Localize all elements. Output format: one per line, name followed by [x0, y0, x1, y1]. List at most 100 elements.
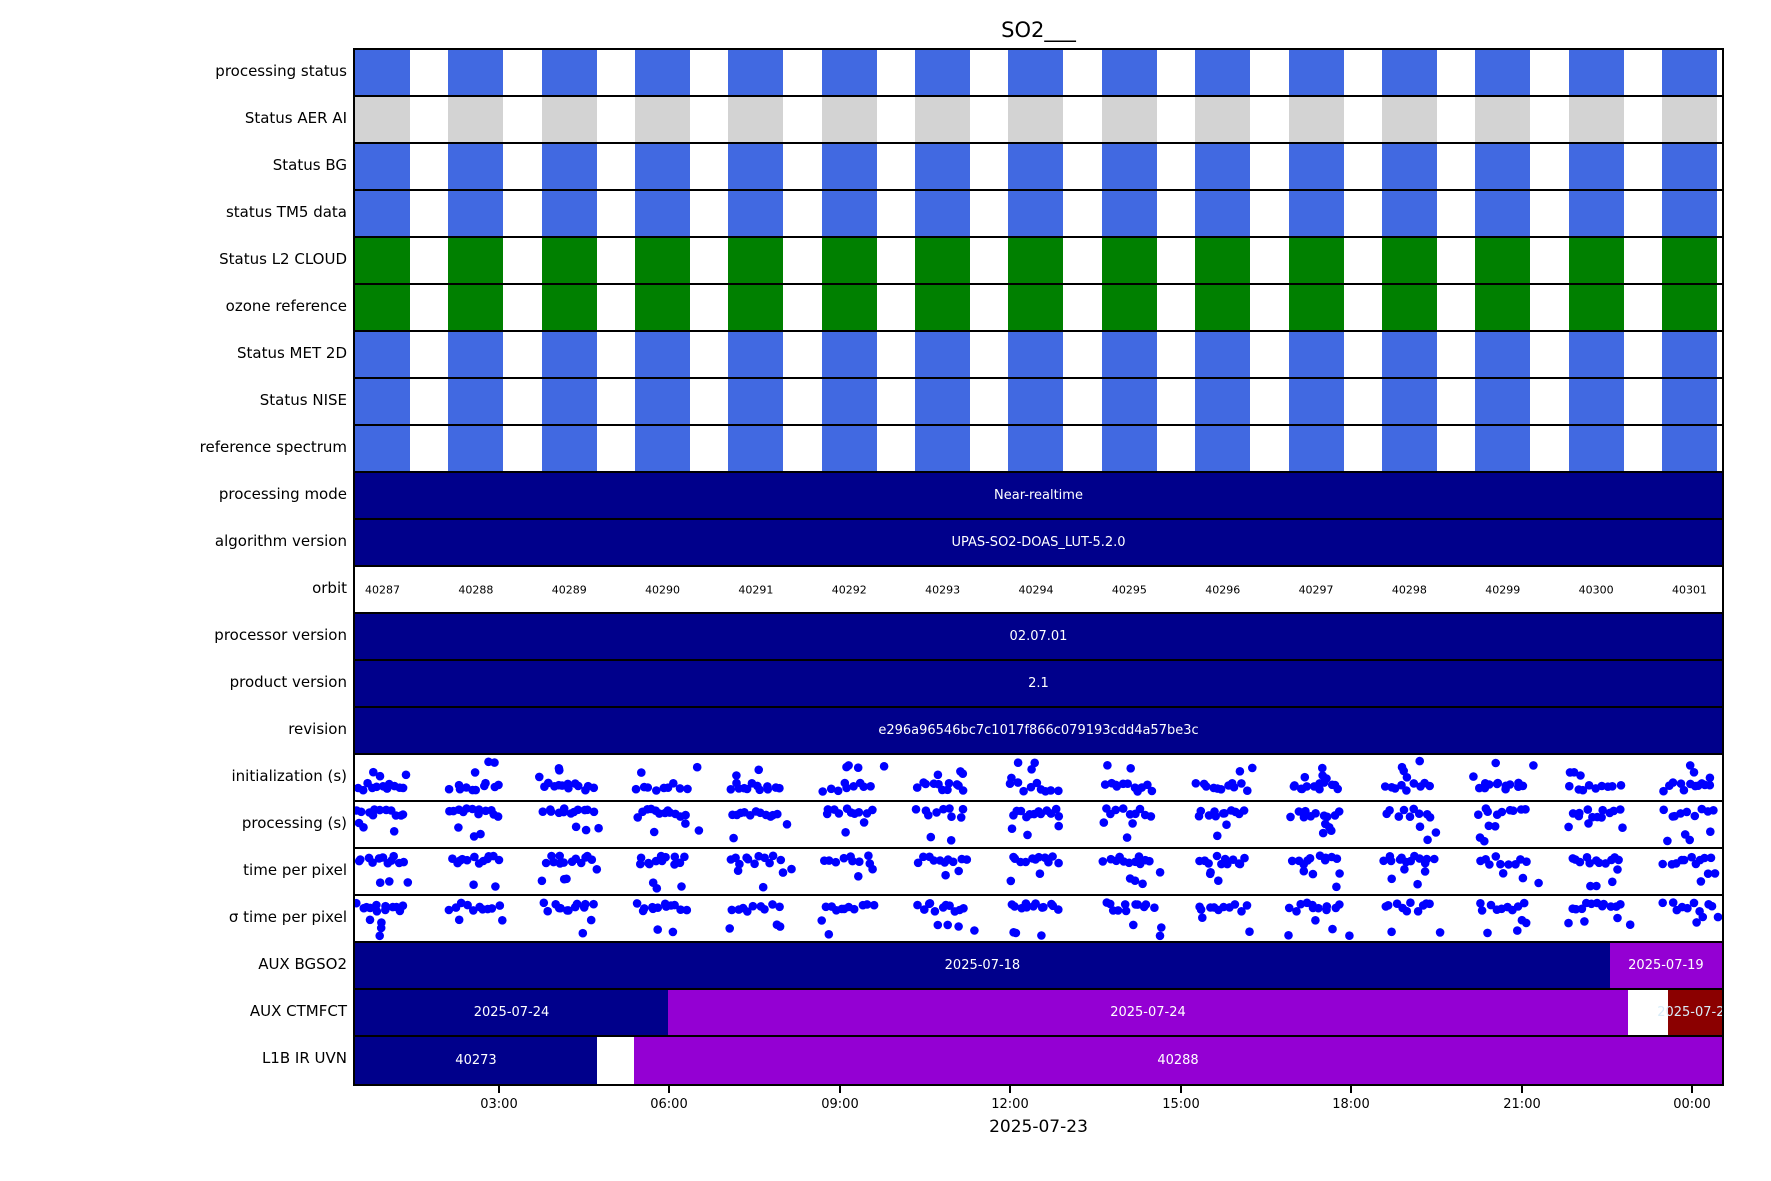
row-label-status-tm5-data: status TM5 data	[225, 203, 347, 221]
status-block	[448, 50, 504, 95]
scatter-dot	[733, 866, 743, 875]
scatter-dot	[356, 855, 365, 864]
status-block	[1568, 238, 1624, 283]
scatter-dot	[1521, 805, 1530, 814]
scatter-dot	[943, 785, 952, 795]
scatter-time-per-pixel	[355, 851, 1720, 893]
scatter-dot	[962, 855, 972, 864]
scatter-dot	[539, 898, 549, 908]
scatter-dot	[1575, 857, 1585, 867]
scatter-dot	[1658, 898, 1667, 908]
scatter-dot	[1425, 899, 1434, 909]
scatter-dot	[1126, 764, 1135, 773]
status-block	[1288, 285, 1344, 330]
scatter-dot	[1318, 828, 1328, 838]
scatter-dot	[578, 928, 588, 938]
status-block	[1101, 97, 1157, 142]
scatter-dot	[372, 907, 382, 916]
row-status-nise	[355, 379, 1722, 426]
scatter-dot	[546, 807, 556, 816]
scatter-dot	[1613, 913, 1622, 923]
scatter-dot	[389, 827, 399, 836]
segment-aux-bgso2: 2025-07-18	[355, 943, 1610, 988]
scatter-dot	[1120, 900, 1130, 909]
scatter-dot	[866, 782, 875, 791]
scatter-dot	[1690, 811, 1700, 821]
scatter-dot	[640, 904, 649, 913]
status-block	[1661, 238, 1717, 283]
scatter-dot	[726, 785, 736, 794]
scatter-dot	[631, 784, 641, 794]
scatter-dot	[594, 823, 603, 833]
status-block	[635, 426, 691, 471]
status-block	[1381, 332, 1437, 377]
scatter-dot	[1118, 804, 1128, 813]
orbit-number: 40297	[1298, 583, 1334, 596]
scatter-dot	[932, 808, 941, 817]
status-block	[355, 332, 410, 377]
scatter-dot	[564, 783, 573, 793]
scatter-dot	[853, 763, 863, 772]
scatter-dot	[768, 851, 778, 861]
scatter-dot	[1314, 903, 1323, 913]
scatter-processing-s	[355, 804, 1718, 846]
scatter-dot	[1409, 779, 1419, 788]
scatter-dot	[772, 920, 782, 929]
scatter-dot	[1311, 809, 1320, 818]
scatter-dot	[913, 858, 923, 868]
orbit-number: 40299	[1485, 583, 1521, 596]
status-block	[355, 379, 410, 424]
status-block	[1288, 426, 1344, 471]
row-value-processing-mode: Near-realtime	[994, 488, 1083, 503]
scatter-dot	[675, 784, 685, 793]
status-block	[541, 426, 597, 471]
scatter-dot	[1245, 927, 1254, 936]
status-block	[1008, 285, 1064, 330]
scatter-dot	[1469, 772, 1478, 781]
scatter-dot	[1007, 773, 1016, 783]
scatter-dot	[839, 853, 849, 863]
scatter-dot	[1485, 860, 1494, 869]
scatter-dot	[778, 868, 788, 877]
scatter-dot	[403, 878, 413, 887]
scatter-dot	[869, 900, 879, 910]
row-revision: e296a96546bc7c1017f866c079193cdd4a57be3c	[355, 708, 1722, 755]
scatter-dot	[1594, 858, 1604, 868]
status-block	[635, 97, 691, 142]
scatter-dot	[919, 852, 928, 862]
scatter-dot	[468, 804, 477, 814]
scatter-dot	[462, 855, 472, 865]
scatter-dot	[787, 864, 796, 874]
chart-title: SO2___	[1001, 18, 1076, 42]
scatter-dot	[675, 858, 685, 868]
scatter-dot	[1706, 827, 1715, 836]
scatter-dot	[1318, 771, 1327, 780]
scatter-dot	[589, 783, 599, 793]
status-block	[1475, 50, 1531, 95]
scatter-dot	[1585, 858, 1594, 868]
scatter-dot	[375, 771, 385, 781]
status-block	[1008, 144, 1064, 189]
status-block	[1288, 50, 1344, 95]
scatter-dot	[1146, 812, 1156, 821]
scatter-dot	[1710, 869, 1720, 878]
status-block	[635, 332, 691, 377]
row-orbit: 40287 40288 40289 40290 40291 40292 40293 40294…	[355, 567, 1722, 614]
scatter-dot	[356, 807, 366, 817]
scatter-dot	[1402, 906, 1412, 916]
scatter-dot	[398, 901, 408, 910]
status-block	[821, 285, 877, 330]
scatter-dot	[372, 900, 381, 910]
scatter-dot	[559, 858, 568, 867]
scatter-dot	[925, 899, 935, 908]
scatter-dot	[653, 903, 663, 912]
scatter-dot	[868, 864, 877, 874]
scatter-dot	[1477, 906, 1487, 915]
x-axis-label: 2025-07-23	[989, 1117, 1088, 1137]
scatter-dot	[842, 783, 851, 793]
scatter-dot	[1476, 899, 1485, 908]
scatter-dot	[970, 926, 979, 935]
scatter-dot	[469, 906, 478, 915]
scatter-dot	[1518, 873, 1528, 883]
